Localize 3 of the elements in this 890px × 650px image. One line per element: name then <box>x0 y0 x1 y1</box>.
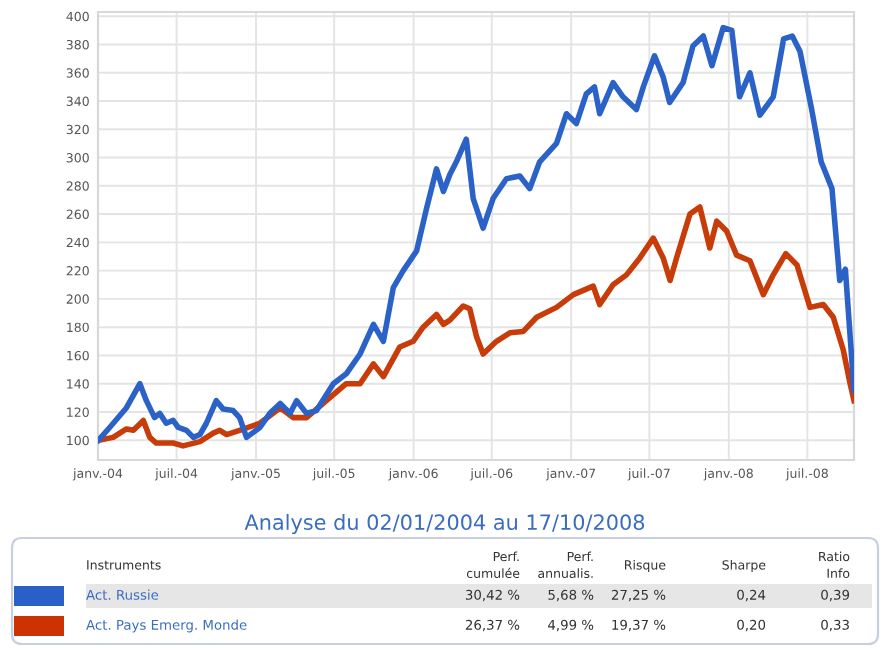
line-series <box>98 24 854 443</box>
text: Analyse du 02/01/2004 au 17/10/2008 <box>244 513 645 535</box>
line-series <box>98 204 854 449</box>
